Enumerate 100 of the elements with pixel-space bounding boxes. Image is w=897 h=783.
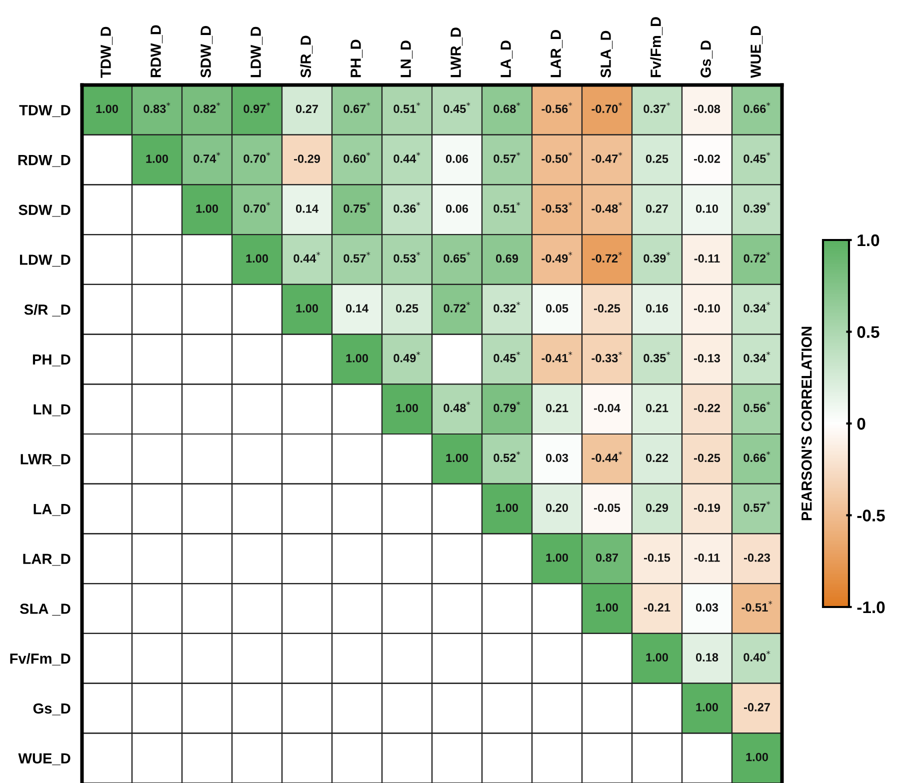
data-label: -0.47$^{*}$ — [592, 152, 622, 163]
data-label: 0.06 — [446, 204, 468, 213]
data-label: 0.45$^{*}$ — [744, 152, 770, 163]
data-label: -0.56$^{*}$ — [542, 102, 572, 114]
data-label: 0.05 — [546, 304, 568, 313]
data-label: 1.00 — [496, 504, 518, 512]
color-bar-label: 0.5 — [857, 326, 880, 338]
data-label: -0.08 — [694, 104, 720, 114]
y-tick-label: SDW_D — [18, 204, 70, 217]
data-label: -0.02 — [694, 154, 720, 163]
x-tick-label: LAR_D — [550, 30, 563, 78]
data-label: 0.18 — [696, 653, 718, 662]
x-tick-label: LWR_D — [450, 28, 463, 78]
data-label: 0.70$^{*}$ — [244, 202, 270, 213]
data-label: 0.34$^{*}$ — [744, 302, 770, 312]
data-label: 0.72$^{*}$ — [444, 302, 470, 312]
data-label: 0.57$^{*}$ — [344, 252, 370, 263]
y-tick-label: S/R _D — [24, 304, 70, 316]
x-tick-label: S/R_D — [300, 36, 313, 78]
data-label: -0.13 — [694, 354, 720, 362]
data-label: 0.53$^{*}$ — [394, 252, 420, 263]
data-label: 1.00 — [446, 454, 468, 462]
y-tick-label: Gs_D — [33, 703, 70, 716]
data-label: 0.10 — [696, 204, 718, 213]
data-label: 0.45$^{*}$ — [444, 102, 470, 114]
data-label: 0.51$^{*}$ — [394, 102, 420, 114]
data-label: 0.27 — [646, 204, 668, 213]
data-label: 0.40$^{*}$ — [744, 650, 770, 662]
data-label: 0.34$^{*}$ — [744, 352, 770, 362]
data-label: 0.21 — [646, 404, 668, 412]
data-label: 0.35$^{*}$ — [644, 352, 670, 362]
data-label: 0.83$^{*}$ — [144, 102, 170, 114]
data-label: 1.00 — [146, 154, 168, 163]
data-label: -0.29 — [294, 154, 320, 163]
data-label: 0.03 — [696, 603, 718, 612]
data-label: 0.14 — [346, 304, 368, 313]
x-tick-label: RDW_D — [150, 25, 163, 78]
x-tick-label: Gs_D — [700, 40, 713, 78]
data-label: 0.67$^{*}$ — [344, 102, 370, 114]
data-label: 0.75$^{*}$ — [344, 202, 370, 213]
data-label: -0.11 — [694, 553, 720, 562]
data-label: 0.39$^{*}$ — [644, 252, 670, 263]
data-label: 0.74$^{*}$ — [194, 152, 220, 163]
data-label: -0.25 — [694, 454, 720, 462]
data-label: 0.44$^{*}$ — [394, 152, 420, 163]
data-label: 0.14 — [296, 204, 318, 213]
data-label: 1.00 — [646, 653, 668, 662]
data-label: -0.19 — [694, 504, 720, 512]
x-tick-label: PH_D — [350, 40, 363, 78]
data-label: 1.00 — [296, 304, 318, 313]
y-tick-label: Fv/Fm_D — [10, 653, 70, 666]
x-tick-label: SDW_D — [200, 26, 213, 78]
x-tick-label: TDW_D — [100, 26, 113, 78]
data-label: -0.11 — [694, 254, 720, 263]
data-label: -0.22 — [694, 404, 720, 412]
data-label: 0.69 — [496, 254, 518, 263]
data-label: 1.00 — [596, 603, 618, 612]
data-label: -0.50$^{*}$ — [542, 152, 572, 163]
data-label: 0.25 — [646, 154, 668, 163]
data-label: 0.57$^{*}$ — [744, 501, 770, 512]
y-tick-label: LAR_D — [23, 554, 70, 566]
data-label: -0.44$^{*}$ — [592, 451, 622, 462]
data-label: 0.44$^{*}$ — [294, 252, 320, 263]
data-label: 0.21 — [546, 404, 568, 412]
data-label: 0.37$^{*}$ — [644, 102, 670, 114]
data-label: 0.65$^{*}$ — [444, 252, 470, 263]
data-label: -0.21 — [644, 603, 670, 612]
data-label: 1.00 — [346, 354, 368, 362]
data-label: 0.56$^{*}$ — [744, 401, 770, 412]
color-bar-label: 1.0 — [858, 234, 880, 246]
y-tick-label: PH_D — [32, 354, 70, 366]
data-label: 0.57$^{*}$ — [494, 152, 520, 163]
x-tick-label: LN_D — [400, 40, 413, 78]
data-label: 0.87 — [596, 553, 618, 562]
x-tick-label: WUE_D — [750, 26, 763, 78]
data-label: 0.51$^{*}$ — [494, 202, 520, 213]
data-label: 0.66$^{*}$ — [744, 102, 770, 114]
data-label: 0.32$^{*}$ — [494, 302, 520, 312]
data-label: 1.00 — [696, 703, 718, 712]
y-tick-label: LDW_D — [20, 254, 70, 267]
x-tick-label: LA_D — [500, 40, 513, 78]
x-tick-label: Fv/Fm_D — [650, 17, 663, 78]
data-label: 0.82$^{*}$ — [194, 102, 220, 114]
data-label: 0.66$^{*}$ — [744, 451, 770, 462]
y-tick-label: SLA _D — [20, 604, 70, 616]
x-tick-label: SLA_D — [600, 30, 613, 78]
data-label: -0.10 — [694, 304, 720, 313]
data-label: 1.00 — [396, 404, 418, 412]
data-label: -0.15 — [644, 553, 670, 562]
y-tick-label: LA_D — [34, 504, 70, 516]
data-label: 1.00 — [546, 553, 568, 562]
data-label: -0.49$^{*}$ — [542, 252, 572, 263]
data-label: 0.52$^{*}$ — [494, 451, 520, 462]
data-label: 0.79$^{*}$ — [494, 401, 520, 412]
data-label: 0.72$^{*}$ — [744, 252, 770, 263]
data-label: -0.04 — [594, 404, 620, 412]
data-label: 0.16 — [646, 304, 668, 313]
data-label: 0.48$^{*}$ — [444, 401, 470, 412]
color-bar-label: 0 — [857, 418, 866, 430]
data-label: 1.00 — [746, 752, 768, 762]
